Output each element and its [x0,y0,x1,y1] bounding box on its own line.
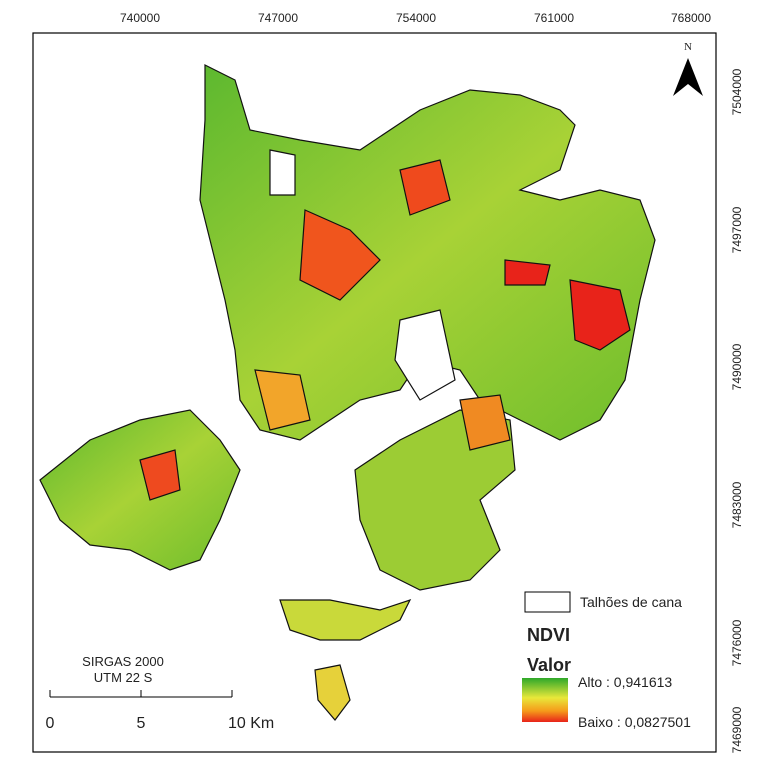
field-area [504,259,551,286]
field-area [279,598,412,641]
field-area [299,209,381,301]
fields [39,64,656,721]
field-area [254,369,311,431]
field-area [399,159,451,216]
field-area [39,409,241,571]
field-area [459,394,511,451]
zone-label: UTM 22 S [94,670,153,685]
y-coord-label: 7469000 [730,706,744,753]
x-coord-label: 754000 [396,11,436,25]
scale-label: 10 Km [228,715,274,732]
legend-low: Baixo : 0,0827501 [578,714,691,730]
x-coord-label: 768000 [671,11,711,25]
scale-bar [49,690,233,698]
scale-label: 0 [46,715,55,732]
field-area [314,664,351,721]
field-area [354,409,516,591]
legend-title: NDVI [527,625,570,645]
field-area [569,279,631,351]
x-coord-label: 747000 [258,11,298,25]
legend-high: Alto : 0,941613 [578,674,672,690]
y-coord-label: 7490000 [730,343,744,390]
legend-swatch [524,591,571,613]
legend-label: Talhões de cana [580,594,682,610]
y-coord-label: 7497000 [730,206,744,253]
legend-gradient [522,678,568,722]
field-gap [269,149,296,196]
legend-subtitle: Valor [527,655,571,675]
field-area [139,449,181,501]
field-gap [394,309,456,401]
x-coord-label: 761000 [534,11,574,25]
crs-label: SIRGAS 2000 [82,654,164,669]
scale-label: 5 [137,715,146,732]
north-label: N [684,41,692,53]
y-coord-label: 7483000 [730,481,744,528]
y-coord-label: 7504000 [730,68,744,115]
y-coord-label: 7476000 [730,619,744,666]
north-arrow [673,58,703,96]
field-area [199,64,656,441]
x-coord-label: 740000 [120,11,160,25]
